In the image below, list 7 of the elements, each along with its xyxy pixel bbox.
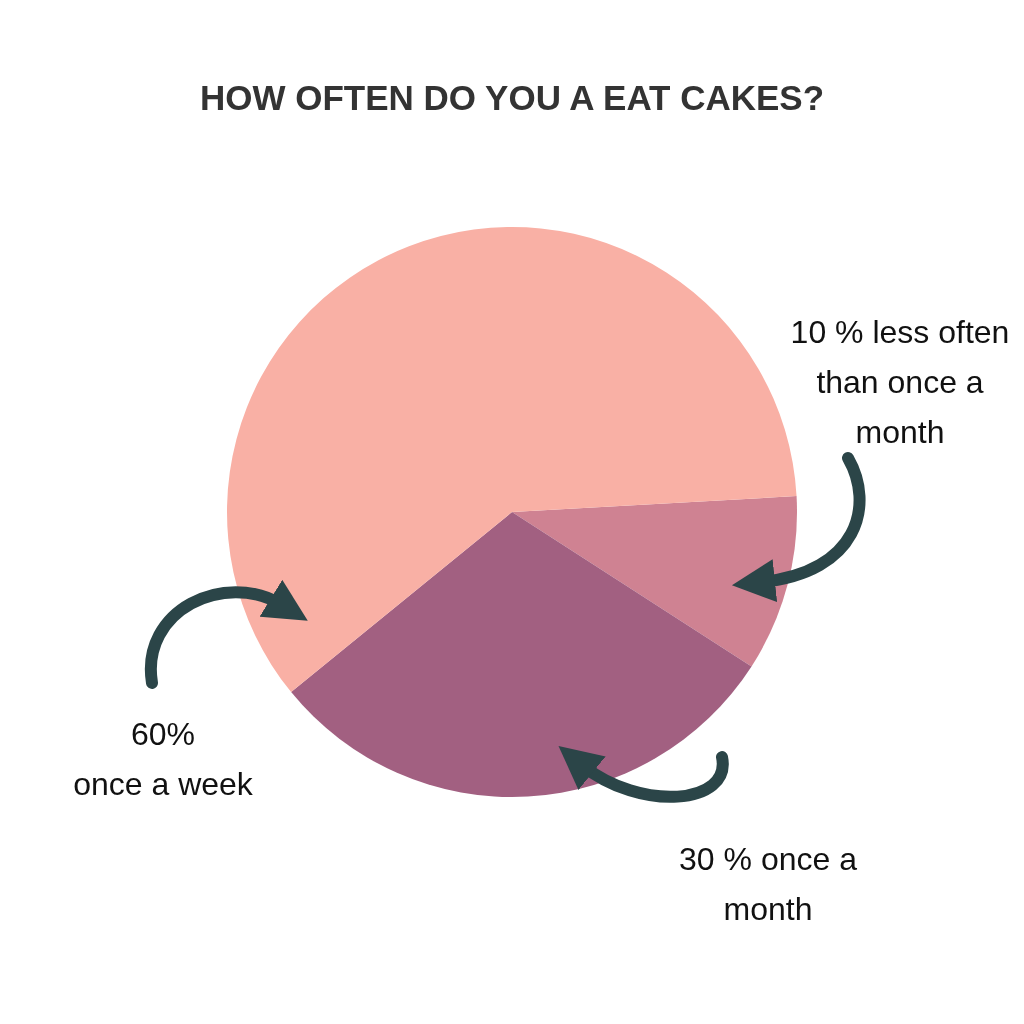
slice-label: 30 % once a month <box>679 841 858 927</box>
slice-label: 10 % less often than once a month <box>790 314 1010 450</box>
slice-label: once a week <box>73 766 254 802</box>
pie-slice <box>512 496 797 667</box>
chart-title: HOW OFTEN DO YOU A EAT CAKES? <box>199 78 825 117</box>
data-label: 60% <box>130 716 196 752</box>
pie-slice <box>291 512 752 797</box>
